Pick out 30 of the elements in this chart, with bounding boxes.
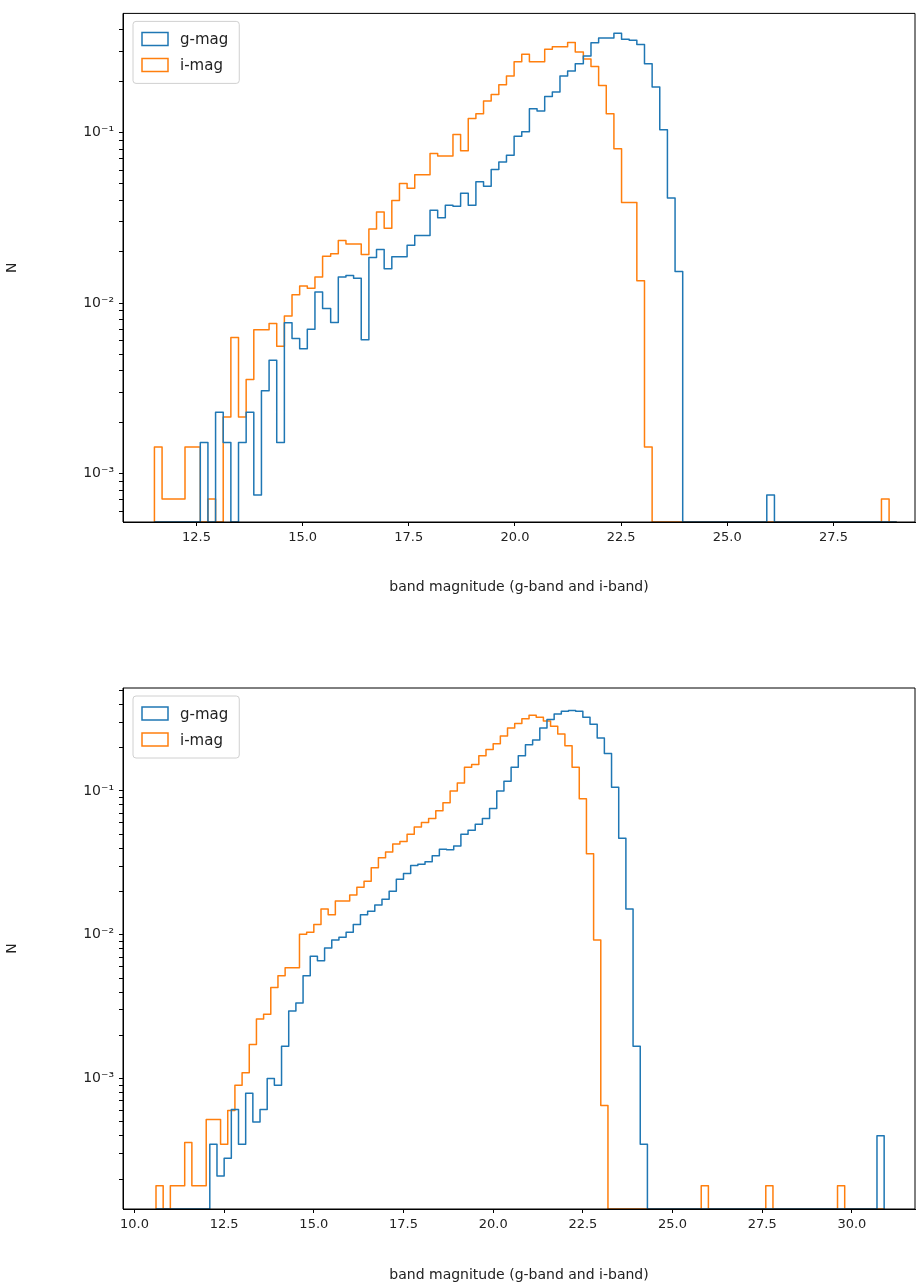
x-tick-label: 15.0 — [299, 1216, 329, 1232]
y-tick-label: 10⁻² — [83, 925, 114, 942]
x-tick-label: 20.0 — [500, 529, 530, 545]
legend-label: g-mag — [180, 704, 229, 723]
x-tick-label: 25.0 — [712, 529, 742, 545]
y-tick-label: 10⁻¹ — [83, 781, 114, 798]
y-tick-label: 10⁻³ — [83, 464, 114, 481]
x-tick-label: 15.0 — [288, 529, 318, 545]
y-tick-label: 10⁻³ — [83, 1069, 114, 1086]
x-tick-label: 17.5 — [389, 1216, 418, 1232]
legend-label: g-mag — [180, 30, 229, 49]
x-tick-label: 12.5 — [209, 1216, 239, 1232]
y-axis-title: N — [3, 262, 20, 273]
x-axis-title: band magnitude (g-band and i-band) — [389, 1266, 649, 1283]
x-tick-label: 22.5 — [606, 529, 636, 545]
x-tick-label: 10.0 — [120, 1216, 149, 1232]
x-tick-label: 12.5 — [181, 529, 211, 545]
y-tick-label: 10⁻¹ — [83, 123, 114, 140]
legend-label: i-mag — [180, 730, 223, 749]
x-tick-label: 17.5 — [394, 529, 424, 545]
x-tick-label: 25.0 — [658, 1216, 687, 1232]
y-tick-label: 10⁻² — [83, 293, 114, 310]
y-axis-title: N — [3, 943, 20, 954]
x-tick-label: 20.0 — [478, 1216, 508, 1232]
x-tick-label: 27.5 — [818, 529, 848, 545]
x-tick-label: 22.5 — [568, 1216, 598, 1232]
x-tick-label: 27.5 — [747, 1216, 777, 1232]
legend-label: i-mag — [180, 56, 223, 75]
x-axis-title: band magnitude (g-band and i-band) — [389, 578, 649, 595]
x-tick-label: 30.0 — [837, 1216, 867, 1232]
